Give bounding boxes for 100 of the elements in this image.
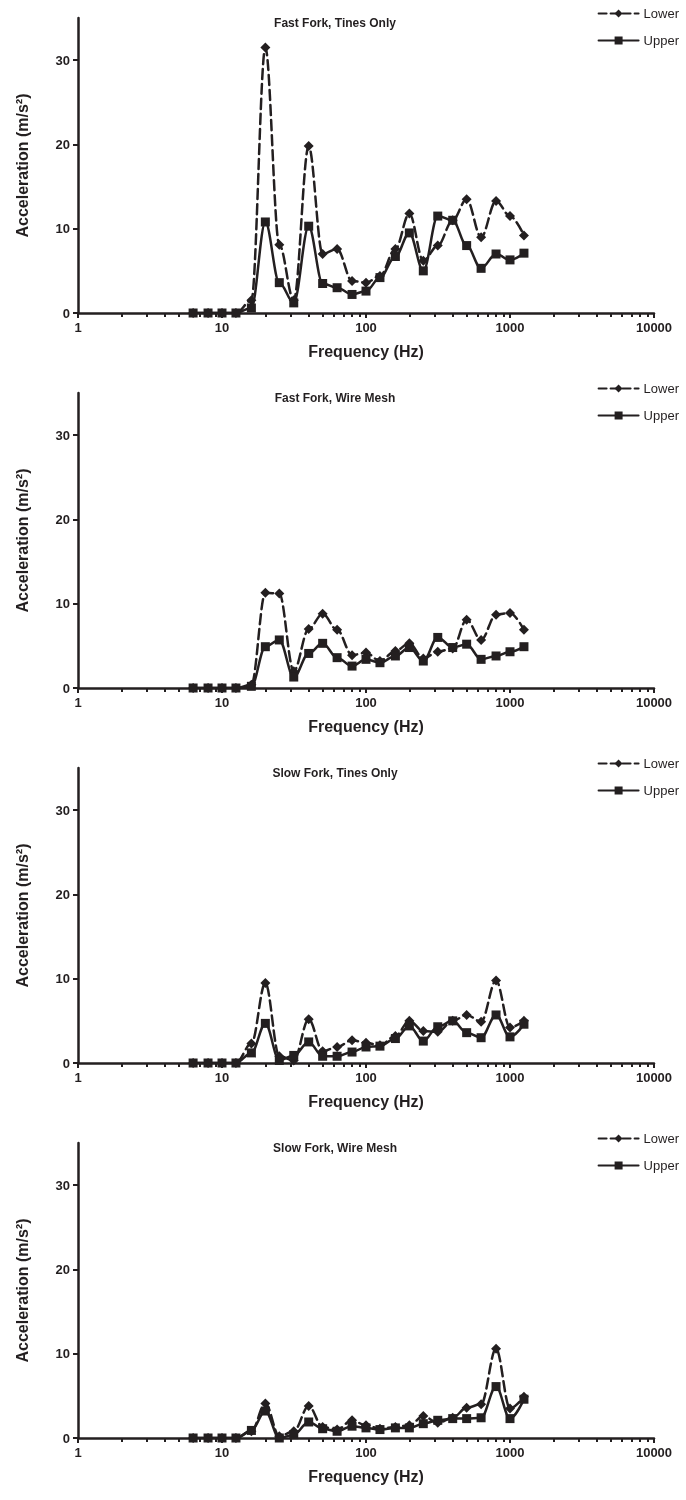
y-tick-label: 10 (55, 596, 70, 612)
point (505, 1032, 515, 1042)
point (303, 1400, 314, 1411)
point (332, 1041, 343, 1052)
point (260, 42, 271, 53)
legend-label: Upper (643, 408, 680, 423)
point (491, 195, 502, 206)
x-tick-label: 10 (214, 1070, 230, 1085)
point (491, 1382, 501, 1392)
x-tick-label: 1000 (495, 1445, 525, 1460)
legend-label: Upper (643, 1158, 680, 1173)
point (461, 1009, 472, 1020)
chart-title: Fast Fork, Wire Mesh (274, 391, 396, 405)
point (332, 1051, 342, 1061)
point (188, 1433, 198, 1443)
x-axis-title: Frequency (Hz) (308, 717, 424, 735)
point (505, 607, 515, 618)
point (404, 1021, 414, 1031)
point (347, 1421, 357, 1431)
x-tick-label: 1 (74, 1070, 82, 1085)
point (332, 243, 343, 254)
point (418, 1036, 428, 1046)
y-tick-label: 0 (62, 305, 70, 321)
x-axis-title: Frequency (Hz) (308, 1467, 424, 1485)
point (491, 975, 502, 986)
y-tick-label: 10 (55, 221, 70, 237)
point (347, 289, 357, 299)
x-tick-label: 100 (355, 320, 377, 335)
x-tick-label: 100 (355, 695, 377, 710)
point (491, 1010, 501, 1020)
point (491, 651, 501, 661)
point (448, 1016, 458, 1026)
point (476, 232, 487, 243)
point (461, 194, 472, 205)
point (332, 283, 342, 293)
chart-title: Slow Fork, Wire Mesh (273, 1141, 397, 1155)
y-tick-label: 10 (55, 971, 70, 987)
point (304, 1037, 314, 1047)
point (390, 252, 400, 262)
point (476, 1399, 487, 1410)
point (390, 243, 401, 254)
point (274, 239, 285, 250)
point (274, 278, 284, 288)
legend-label: Upper (643, 33, 680, 48)
point (418, 1025, 429, 1036)
point (246, 303, 256, 313)
point (418, 1419, 428, 1429)
x-tick-label: 10000 (635, 695, 673, 710)
point (505, 647, 515, 657)
point (462, 1414, 472, 1424)
point (390, 651, 400, 661)
x-tick-label: 100 (355, 1070, 377, 1085)
point (289, 1430, 299, 1440)
point (217, 308, 227, 318)
y-tick-label: 20 (55, 1261, 70, 1277)
y-tick-label: 0 (62, 1430, 70, 1446)
point (274, 1055, 284, 1065)
point (476, 634, 487, 645)
x-axis-title: Frequency (Hz) (308, 1092, 424, 1110)
point (347, 650, 358, 661)
point (476, 654, 486, 664)
point (347, 275, 358, 286)
point (448, 215, 458, 225)
point (260, 642, 270, 652)
point (519, 248, 529, 258)
point (505, 211, 515, 222)
point (246, 1048, 256, 1058)
y-tick-label: 30 (55, 802, 70, 818)
chart-title: Fast Fork, Tines Only (274, 16, 397, 30)
point (318, 1051, 328, 1061)
point (260, 217, 270, 227)
x-tick-label: 1 (74, 695, 82, 710)
chart-title: Slow Fork, Tines Only (272, 766, 398, 780)
point (404, 643, 414, 653)
point (418, 266, 428, 276)
legend-label: Lower (643, 6, 680, 21)
y-tick-label: 0 (62, 1055, 70, 1071)
point (347, 1035, 358, 1046)
point (203, 1058, 213, 1068)
y-tick-label: 10 (55, 1346, 70, 1362)
point (462, 639, 472, 649)
point (304, 221, 314, 231)
point (518, 230, 529, 241)
point (476, 1016, 487, 1027)
point (418, 255, 429, 266)
point (461, 614, 472, 625)
x-tick-label: 10000 (635, 1445, 673, 1460)
point (332, 653, 342, 663)
point (303, 1014, 314, 1025)
x-tick-label: 100 (355, 1445, 377, 1460)
point (433, 211, 443, 221)
point (491, 1343, 502, 1354)
y-tick-label: 30 (55, 52, 70, 68)
y-tick-label: 20 (55, 886, 70, 902)
x-tick-label: 1 (74, 1445, 82, 1460)
point (203, 308, 213, 318)
x-axis-title: Frequency (Hz) (308, 342, 424, 360)
y-axis-title: Acceleration (m/s²) (13, 843, 31, 988)
point (505, 1414, 515, 1424)
point (347, 1047, 357, 1057)
